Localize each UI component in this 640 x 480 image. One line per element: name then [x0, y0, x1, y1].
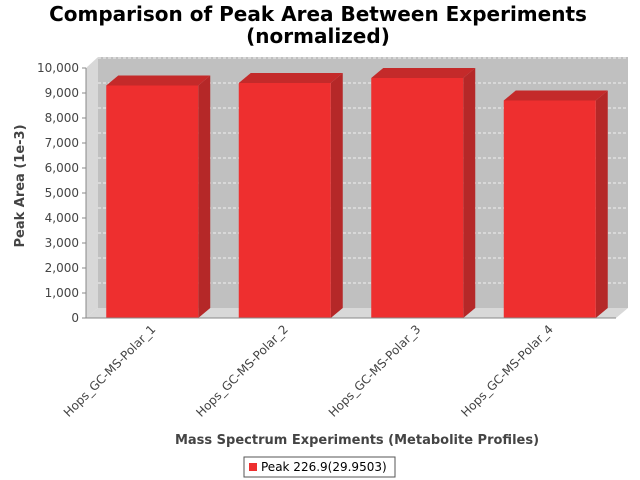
bar-top [503, 90, 608, 101]
bar-front [503, 100, 596, 318]
plot-left-wall [86, 57, 98, 318]
x-tick-label: Hops_GC-MS-Polar_4 [458, 322, 556, 420]
bar-front [238, 83, 331, 318]
y-tick-label: 6,000 [45, 161, 79, 175]
bar [106, 75, 211, 318]
bar [371, 68, 476, 318]
plot-floor [86, 308, 628, 318]
legend: Peak 226.9(29.9503) [243, 456, 396, 478]
y-tick-label: 8,000 [45, 111, 79, 125]
bar-side [198, 75, 211, 318]
y-tick-label: 10,000 [37, 61, 79, 75]
plot-back-wall [98, 57, 628, 308]
plot-area [86, 57, 628, 318]
bar-side [595, 90, 608, 318]
bars [106, 68, 608, 318]
legend-label: Peak 226.9(29.9503) [261, 460, 387, 474]
x-tick-label: Hops_GC-MS-Polar_1 [61, 322, 159, 420]
bar [503, 90, 608, 318]
bar-side [330, 73, 343, 318]
y-tick-label: 0 [71, 311, 79, 325]
y-axis-label: Peak Area (1e-3) [13, 124, 28, 247]
bar-front [106, 85, 199, 318]
x-tick-label: Hops_GC-MS-Polar_2 [193, 322, 291, 420]
bar-top [106, 75, 211, 86]
bar-front [371, 78, 464, 318]
y-tick-label: 2,000 [45, 261, 79, 275]
chart-title-line2: (normalized) [246, 24, 390, 48]
y-tick-label: 9,000 [45, 86, 79, 100]
y-tick-label: 1,000 [45, 286, 79, 300]
y-tick-label: 3,000 [45, 236, 79, 250]
x-tick-label: Hops_GC-MS-Polar_3 [326, 322, 424, 420]
bar-top [238, 73, 343, 83]
bar [238, 73, 343, 318]
y-tick-label: 7,000 [45, 136, 79, 150]
bar-side [463, 68, 476, 318]
y-axis-ticks: 0 1,000 2,000 3,000 4,000 5,000 6,000 7,000 8,00… [37, 61, 86, 325]
x-axis-ticks: Hops_GC-MS-Polar_1 Hops_GC-MS-Polar_2 Hops… [61, 322, 556, 420]
chart-title-line1: Comparison of Peak Area Between Experime… [49, 2, 587, 26]
y-tick-label: 5,000 [45, 186, 79, 200]
legend-swatch [249, 463, 257, 471]
legend-box [243, 456, 396, 478]
x-axis-label: Mass Spectrum Experiments (Metabolite Pr… [175, 433, 539, 448]
y-tick-label: 4,000 [45, 211, 79, 225]
bar-top [371, 68, 476, 78]
